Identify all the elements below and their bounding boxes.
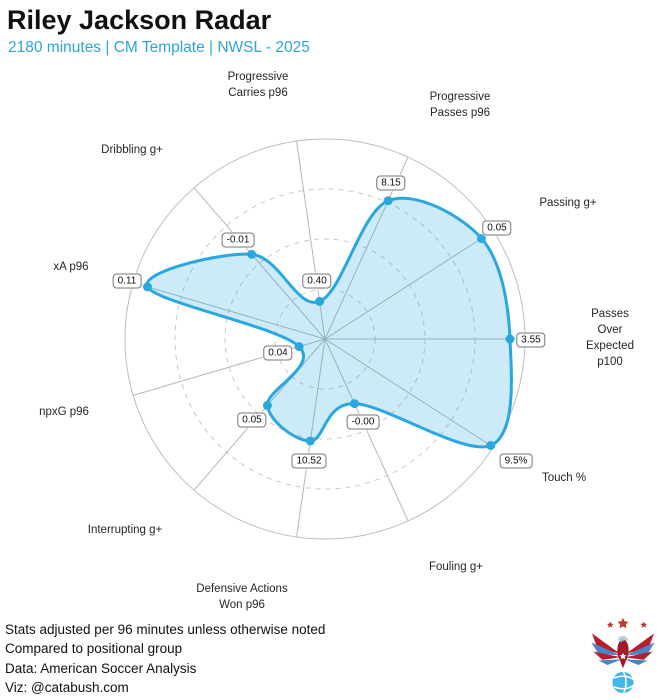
grid-spoke [132,338,326,396]
value-chip: -0.01 [221,232,255,248]
value-chip: 8.15 [376,175,406,191]
axis-label: Passing g+ [539,197,597,209]
value-chip: 10.52 [291,453,327,469]
value-chip: 0.05 [237,412,267,428]
axis-label: Interrupting g+ [87,524,163,536]
data-point-marker [315,296,325,306]
axis-label: npxG p96 [39,406,89,418]
value-chip: 0.11 [112,273,142,289]
grid-spoke [324,230,494,340]
page-title: Riley Jackson Radar [7,5,272,35]
axis-label: Progressive Passes p96 [429,91,491,119]
footer-notes: Stats adjusted per 96 minutes unless oth… [5,620,325,697]
footer-line: Stats adjusted per 96 minutes unless oth… [5,622,326,637]
axis-label: Dribbling g+ [101,144,163,156]
page-subtitle: 2180 minutes | CM Template | NWSL - 2025 [8,39,310,56]
data-point-marker [383,196,393,206]
value-chip: 0.05 [482,220,512,236]
logo-eagle-body [617,635,629,669]
axis-label: Touch % [541,472,587,484]
grid-spoke [193,187,326,340]
footer-line: Compared to positional group [5,641,183,657]
axis-label: Fouling g+ [428,561,484,573]
footer-line: Data: American Soccer Analysis [5,660,197,676]
value-chip: 0.04 [263,345,293,361]
value-chip: 0.40 [302,273,332,289]
data-point-marker [142,282,152,292]
data-point-marker [505,334,515,344]
axis-label: Defensive Actions Won p96 [196,583,288,611]
value-chip: 9.5% [499,453,533,469]
grid-spoke [324,338,494,448]
footer-line: Viz: @catabush.com [5,679,129,695]
value-chip: 3.55 [516,332,546,348]
data-point-marker [262,401,272,411]
grid-spoke [324,338,409,522]
logo-stars [606,617,648,629]
value-chip: -0.00 [346,414,380,430]
radar-area [145,196,513,449]
data-point-marker [476,233,486,243]
axis-label: xA p96 [53,261,89,273]
grid-spoke [296,140,326,340]
axis-label: Passes Over Expected p100 [586,308,634,368]
logo-wings [591,633,655,666]
asa-eagle-logo [591,617,655,695]
axis-label: Progressive Carries p96 [227,71,289,99]
data-point-marker [247,249,257,259]
logo-soccer-ball [611,670,635,695]
data-point-marker [349,399,359,409]
data-point-marker [486,441,496,451]
grid-spoke [132,282,326,340]
data-point-marker [305,436,315,446]
data-point-marker [294,342,304,352]
